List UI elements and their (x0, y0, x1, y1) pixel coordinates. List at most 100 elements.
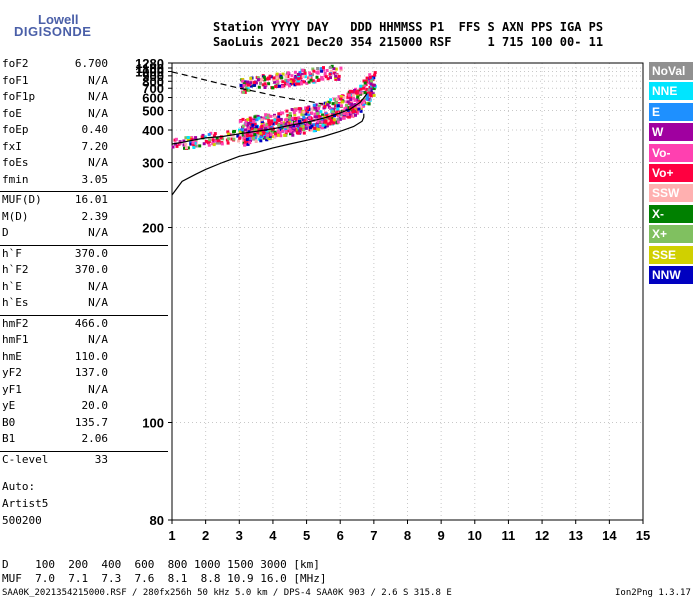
echo-point (276, 129, 280, 133)
echo-point (273, 115, 277, 119)
echo-point (264, 84, 268, 88)
legend-item: X+ (649, 225, 693, 244)
param-value: 137.0 (74, 366, 108, 379)
param-value: N/A (88, 90, 108, 103)
echo-point (278, 128, 282, 132)
echo-point (346, 95, 350, 99)
echo-point (307, 80, 311, 84)
y-tick-label: 1000 (135, 65, 164, 80)
echo-point (258, 126, 262, 130)
echo-point (306, 106, 309, 110)
echo-point (372, 76, 376, 80)
echo-point (249, 76, 253, 80)
echo-point (297, 116, 301, 120)
echo-point (316, 124, 320, 128)
echo-point (266, 116, 270, 120)
echo-point (302, 116, 306, 119)
param-label: hmF1 (2, 333, 29, 346)
echo-point (216, 139, 220, 143)
echo-point (301, 113, 305, 117)
echo-point (371, 92, 375, 96)
echo-point (302, 131, 306, 135)
x-tick-label: 9 (438, 528, 445, 543)
echo-point (293, 117, 297, 121)
echo-point (240, 86, 244, 90)
echo-point (273, 130, 277, 134)
echo-point (370, 75, 374, 79)
echo-point (275, 74, 279, 78)
echo-point (238, 119, 242, 123)
echo-point (326, 122, 330, 126)
echo-point (273, 135, 277, 139)
echo-point (249, 81, 253, 85)
echo-point (320, 76, 324, 79)
echo-point (213, 139, 217, 143)
echo-point (269, 121, 273, 125)
echo-point (368, 91, 372, 95)
echo-point (262, 116, 266, 120)
echo-point (353, 103, 357, 107)
echo-point (316, 71, 320, 75)
echo-point (268, 128, 272, 132)
echo-point (303, 119, 307, 123)
logo-text-lowell: Lowell (38, 12, 79, 27)
y-tick-label: 1280 (135, 56, 164, 71)
echo-point (303, 123, 307, 127)
echo-point (363, 81, 367, 85)
echo-point (293, 121, 297, 125)
echo-point (320, 126, 324, 130)
echo-point (246, 134, 249, 138)
echo-point (250, 127, 254, 131)
echo-point (274, 85, 278, 89)
echo-point (238, 130, 242, 134)
echo-point (250, 131, 254, 135)
echo-point (198, 144, 202, 148)
echo-point (227, 132, 231, 136)
echo-point (253, 128, 257, 132)
echo-point (246, 87, 250, 91)
param-value: N/A (88, 279, 108, 293)
param-label: yF2 (2, 366, 22, 379)
echo-point (256, 76, 260, 80)
param-label: hmE (2, 349, 22, 363)
param-label: yF1 (2, 382, 22, 396)
echo-point (342, 112, 346, 116)
echo-point (361, 84, 365, 88)
echo-point (260, 125, 264, 128)
echo-point (208, 138, 212, 142)
echo-point (350, 107, 354, 111)
echo-point (250, 117, 254, 121)
auto-artist: Artist5 (2, 497, 49, 510)
echo-point (239, 83, 243, 87)
echo-point (212, 134, 216, 138)
echo-point (304, 112, 308, 116)
echo-point (298, 82, 301, 86)
echo-point (194, 144, 198, 148)
echo-point (186, 138, 190, 142)
echo-point (289, 122, 293, 126)
x-tick-label: 10 (468, 528, 482, 543)
echo-point (312, 103, 316, 107)
echo-point (268, 74, 272, 78)
echo-point (288, 84, 291, 88)
param-value: 0.40 (81, 123, 109, 136)
echo-point (232, 130, 235, 134)
echo-point (183, 146, 186, 150)
echo-point (334, 120, 338, 124)
echo-point (365, 97, 369, 101)
echo-point (328, 72, 332, 76)
param-label: B0 (2, 415, 16, 429)
y-tick-label: 200 (142, 221, 164, 236)
echo-point (190, 136, 194, 140)
echo-point (312, 69, 316, 73)
echo-point (334, 97, 338, 101)
echo-point (289, 82, 293, 86)
echo-point (336, 120, 340, 124)
echo-point (301, 68, 305, 72)
echo-point (348, 113, 352, 117)
echo-point (270, 134, 274, 138)
echo-point (194, 136, 198, 140)
auto-code: 500200 (2, 514, 42, 527)
echo-point (329, 98, 333, 102)
echo-point (272, 76, 276, 80)
